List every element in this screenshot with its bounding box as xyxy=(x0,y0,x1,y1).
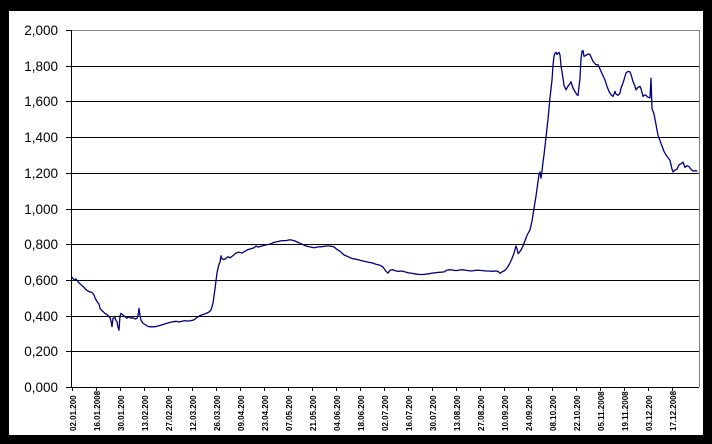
y-axis-label: 1,400 xyxy=(24,130,58,145)
data-series xyxy=(71,49,698,331)
x-axis-label: 13.08.200 xyxy=(453,395,462,431)
x-axis-label: 30.01.200 xyxy=(117,395,126,431)
plot-border xyxy=(71,30,700,387)
x-axis-label: 07.05.200 xyxy=(285,395,294,431)
x-axis: 02.01.200 16.01.2008 30.01.200 13.02.200 27.… xyxy=(69,387,699,431)
x-axis-label: 02.01.200 xyxy=(69,395,78,431)
y-axis-label: 1,200 xyxy=(24,166,58,181)
y-axis-label: 1,800 xyxy=(24,59,58,74)
x-axis-label: 19.11.2008 xyxy=(621,391,630,431)
y-axis-label: 0,000 xyxy=(24,380,58,395)
x-axis-label: 24.09.200 xyxy=(525,395,534,431)
y-axis: 2,000 1,800 1,600 1,400 1,200 1,000 0,800 0,600… xyxy=(24,23,72,395)
y-axis-label: 2,000 xyxy=(24,23,58,38)
x-axis-label: 13.02.200 xyxy=(141,395,150,431)
x-axis-label: 21.05.200 xyxy=(309,395,318,431)
data-line xyxy=(71,49,698,331)
x-axis-label: 12.03.200 xyxy=(189,395,198,431)
x-axis-label: 04.06.200 xyxy=(333,395,342,431)
x-axis-label: 03.12.200 xyxy=(645,395,654,431)
y-axis-label: 0,600 xyxy=(24,273,58,288)
x-axis-label: 16.07.200 xyxy=(405,395,414,431)
chart-panel xyxy=(9,11,703,435)
x-axis-label: 22.10.200 xyxy=(573,395,582,431)
y-axis-label: 1,600 xyxy=(24,94,58,109)
x-axis-label: 16.01.2008 xyxy=(93,390,102,431)
x-axis-label: 23.04.200 xyxy=(261,395,270,431)
x-axis-label: 08.10.200 xyxy=(549,395,558,431)
x-axis-label: 18.06.200 xyxy=(357,395,366,431)
x-axis-label: 17.12.2008 xyxy=(669,390,678,431)
x-axis-label: 09.04.200 xyxy=(237,395,246,431)
x-axis-label: 10.09.200 xyxy=(501,395,510,431)
x-axis-label: 27.02.200 xyxy=(165,395,174,431)
y-axis-label: 0,400 xyxy=(24,309,58,324)
y-axis-label: 0,800 xyxy=(24,237,58,252)
x-axis-label: 05.11.2008 xyxy=(597,391,606,431)
x-axis-label: 02.07.200 xyxy=(381,395,390,431)
y-axis-label: 0,200 xyxy=(24,344,58,359)
x-axis-label: 30.07.200 xyxy=(429,395,438,431)
y-axis-label: 1,000 xyxy=(24,202,58,217)
x-axis-label: 27.08.200 xyxy=(477,395,486,431)
gridlines xyxy=(71,66,699,352)
x-axis-label: 26.03.200 xyxy=(213,395,222,431)
